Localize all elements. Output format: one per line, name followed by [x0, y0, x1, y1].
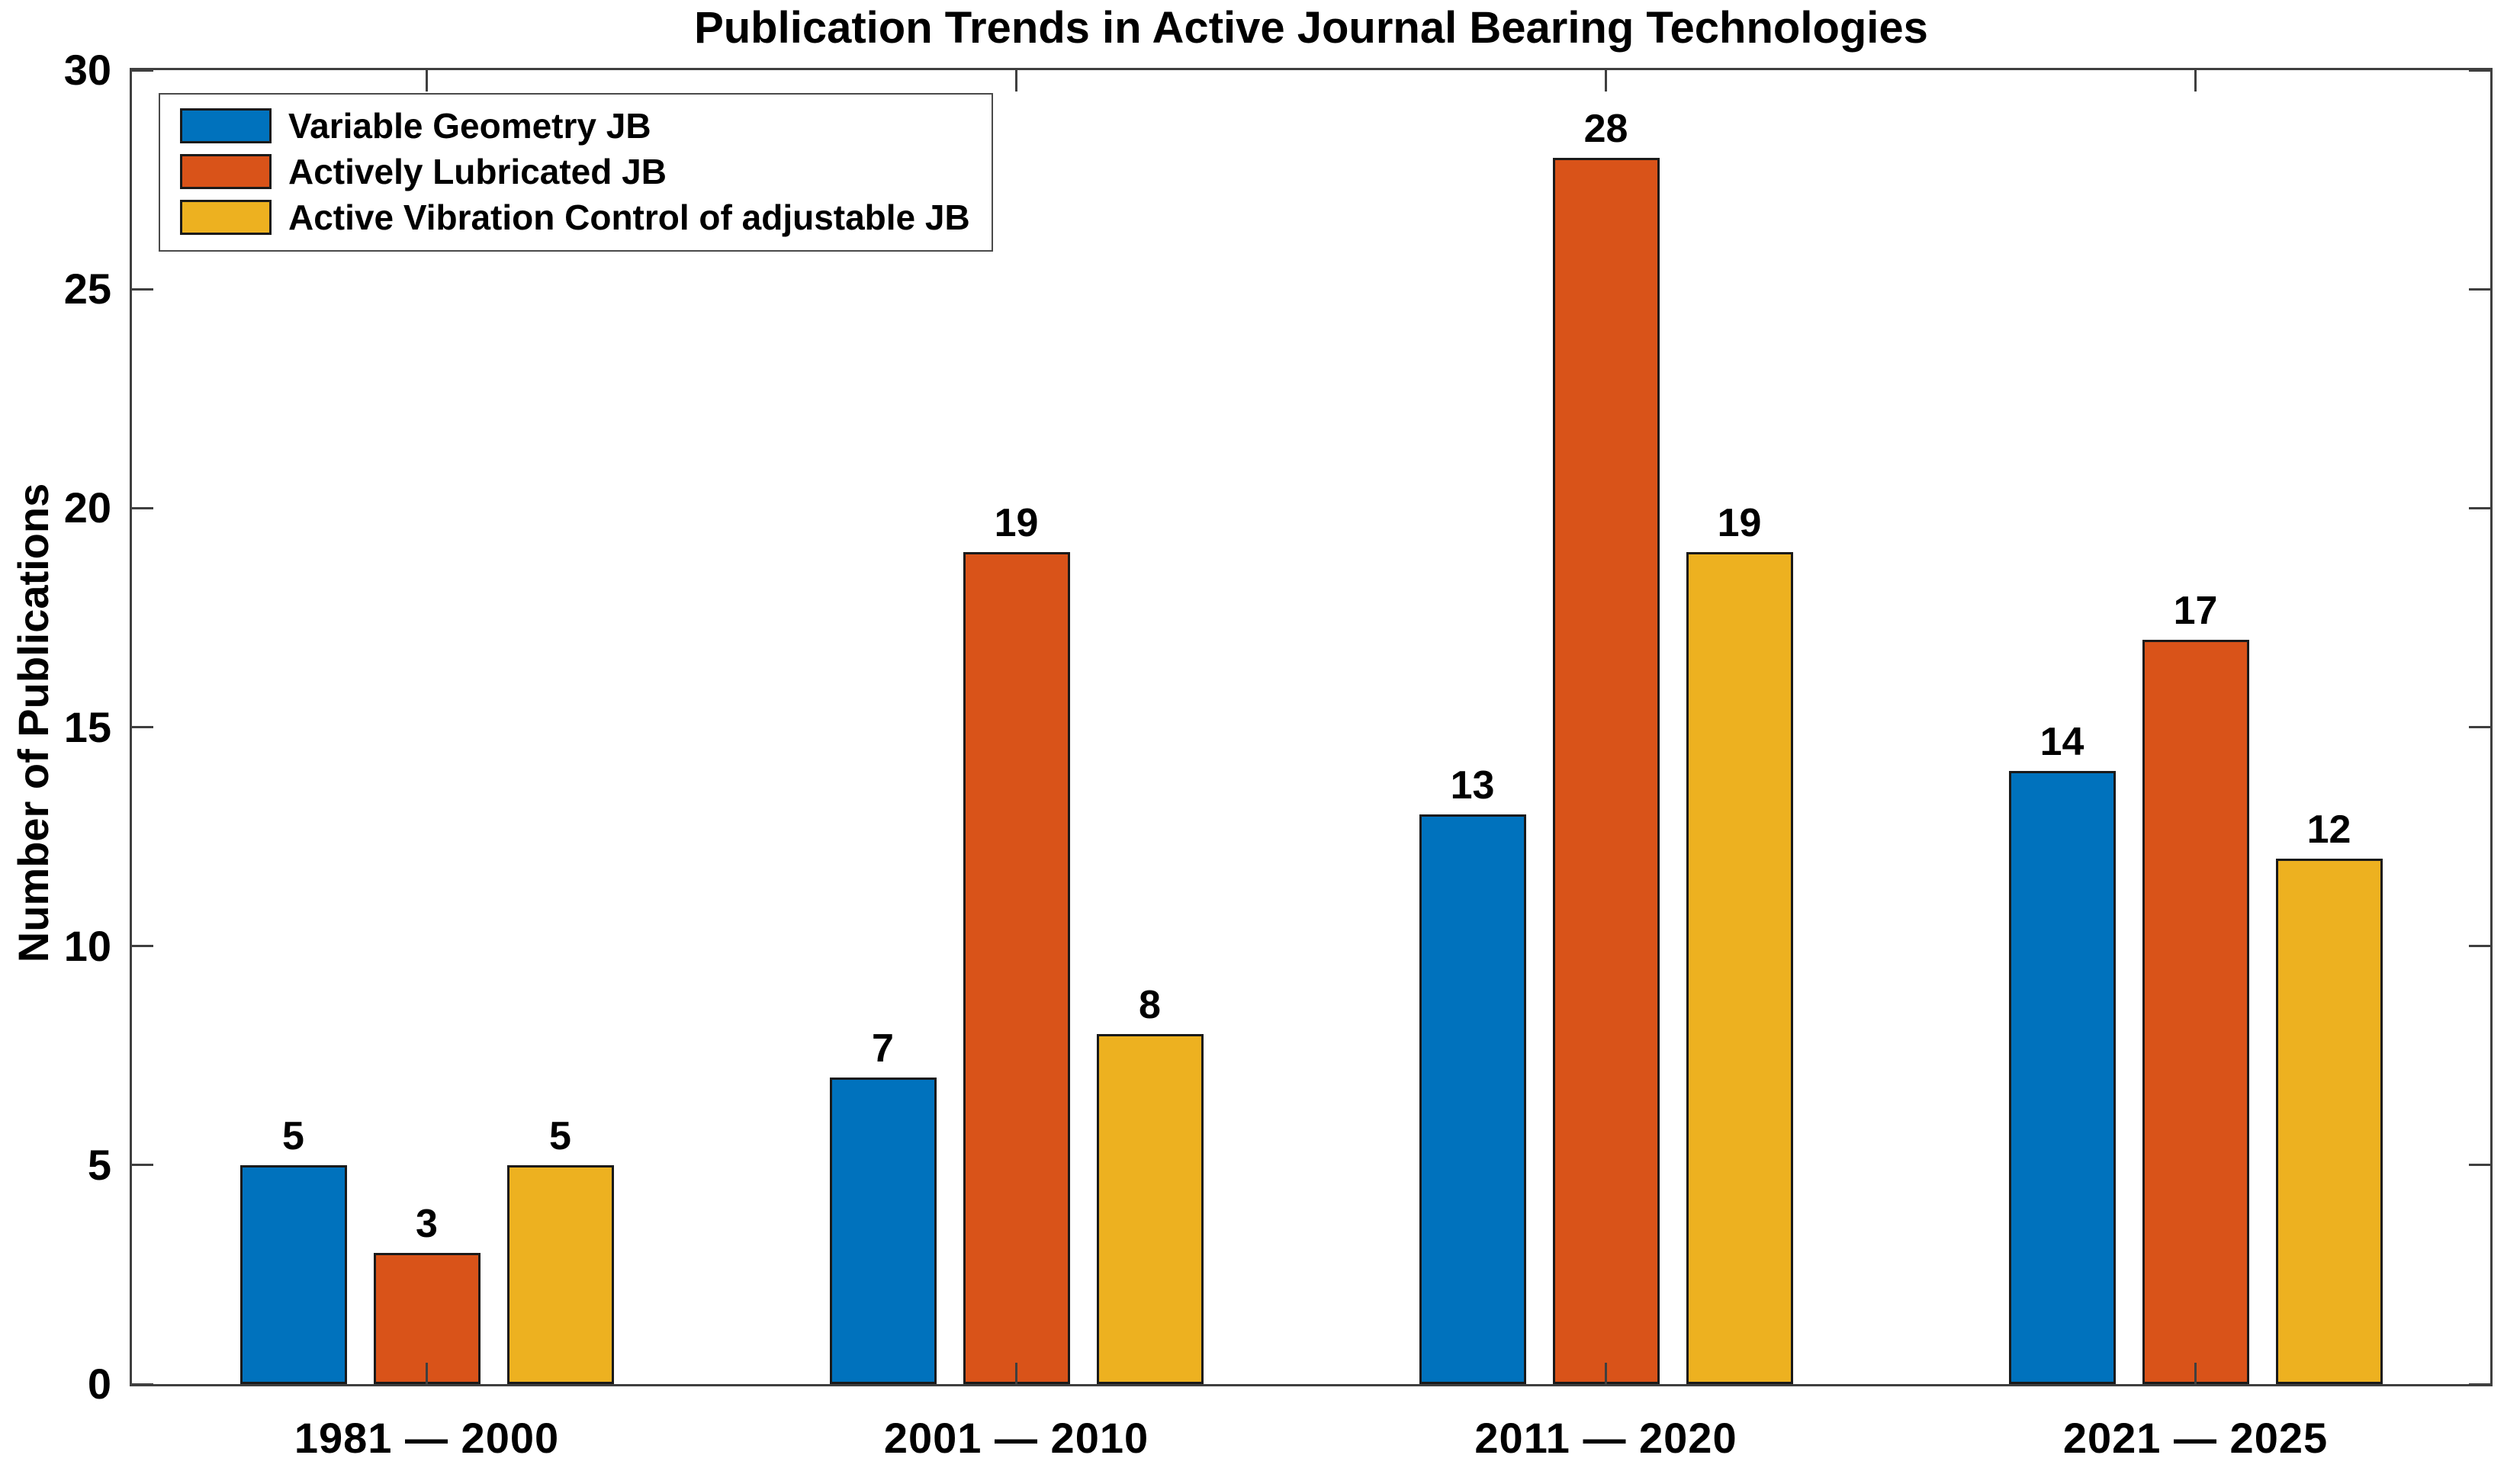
x-tick-top	[426, 70, 428, 92]
y-tick-label: 10	[63, 921, 111, 970]
bar	[1552, 158, 1660, 1384]
x-tick-top	[1605, 70, 1607, 92]
y-tick-label: 0	[87, 1360, 111, 1408]
x-tick-label: 2001 — 2010	[883, 1414, 1149, 1462]
y-tick-right	[2469, 1164, 2490, 1167]
bar-value-label: 28	[1583, 107, 1628, 151]
legend-swatch	[180, 200, 272, 235]
y-tick-left	[132, 287, 153, 291]
bar	[963, 552, 1070, 1384]
legend-item: Variable Geometry JB	[180, 108, 970, 143]
y-tick-left	[132, 945, 153, 948]
legend-item-label: Active Vibration Control of adjustable J…	[288, 198, 970, 237]
x-tick-bottom	[2194, 1363, 2197, 1384]
legend-item-label: Variable Geometry JB	[288, 106, 651, 146]
y-tick-label: 15	[63, 702, 111, 751]
y-tick-left	[132, 726, 153, 728]
y-tick-label: 20	[63, 483, 111, 532]
bar-value-label: 3	[416, 1202, 438, 1246]
bar	[2142, 640, 2249, 1384]
x-tick-label: 1981 — 2000	[294, 1414, 560, 1462]
plot-area: 5 3 5 7 19 8 13 28 19 14 17 12 Variable Geometry JB…	[130, 68, 2493, 1386]
y-tick-right	[2469, 726, 2490, 728]
bar-value-label: 19	[1717, 501, 1762, 545]
bar	[239, 1165, 347, 1384]
y-tick-left	[132, 506, 153, 509]
y-tick-label: 30	[63, 46, 111, 94]
legend-item-label: Actively Lubricated JB	[288, 152, 667, 191]
legend-swatch	[180, 154, 272, 189]
y-axis-label: Number of Publications	[9, 483, 57, 963]
bar-value-label: 5	[282, 1114, 304, 1158]
bar-value-label: 8	[1139, 983, 1161, 1027]
bar-value-label: 5	[549, 1114, 571, 1158]
bar-value-label: 14	[2039, 720, 2084, 764]
bar-value-label: 12	[2306, 808, 2351, 852]
y-tick-label: 25	[63, 265, 111, 313]
y-tick-right	[2469, 287, 2490, 291]
legend-swatch	[180, 108, 272, 143]
y-tick-right	[2469, 945, 2490, 948]
bars-layer: 5 3 5 7 19 8 13 28 19 14 17 12	[132, 70, 2490, 1384]
y-tick-left	[132, 1383, 153, 1386]
x-tick-bottom	[1605, 1363, 1607, 1384]
x-tick-bottom	[426, 1363, 428, 1384]
x-tick-label: 2011 — 2020	[1474, 1414, 1737, 1462]
bar	[2008, 771, 2116, 1384]
bar-value-label: 17	[2173, 589, 2218, 633]
bar	[1686, 552, 1793, 1384]
y-tick-right	[2469, 1383, 2490, 1386]
y-tick-label: 5	[87, 1140, 111, 1189]
bar-value-label: 7	[872, 1026, 894, 1071]
bar-value-label: 13	[1450, 763, 1495, 808]
ticks-layer	[132, 69, 2490, 1386]
legend: Variable Geometry JB Actively Lubricated …	[159, 93, 993, 252]
y-tick-right	[2469, 69, 2490, 72]
y-tick-right	[2469, 506, 2490, 509]
bar	[1096, 1034, 1204, 1384]
y-tick-left	[132, 1164, 153, 1167]
x-tick-bottom	[1015, 1363, 1017, 1384]
y-tick-left	[132, 69, 153, 72]
bar	[506, 1165, 614, 1384]
x-tick-label: 2021 — 2025	[2062, 1414, 2329, 1462]
x-tick-top	[1015, 70, 1017, 92]
chart-title: Publication Trends in Active Journal Bea…	[694, 3, 1928, 53]
bar	[829, 1078, 937, 1384]
x-tick-top	[2194, 70, 2197, 92]
bar	[1419, 814, 1526, 1384]
bar	[2275, 859, 2383, 1384]
legend-item: Active Vibration Control of adjustable J…	[180, 200, 970, 235]
bar-value-label: 19	[994, 501, 1039, 545]
legend-item: Actively Lubricated JB	[180, 154, 970, 189]
